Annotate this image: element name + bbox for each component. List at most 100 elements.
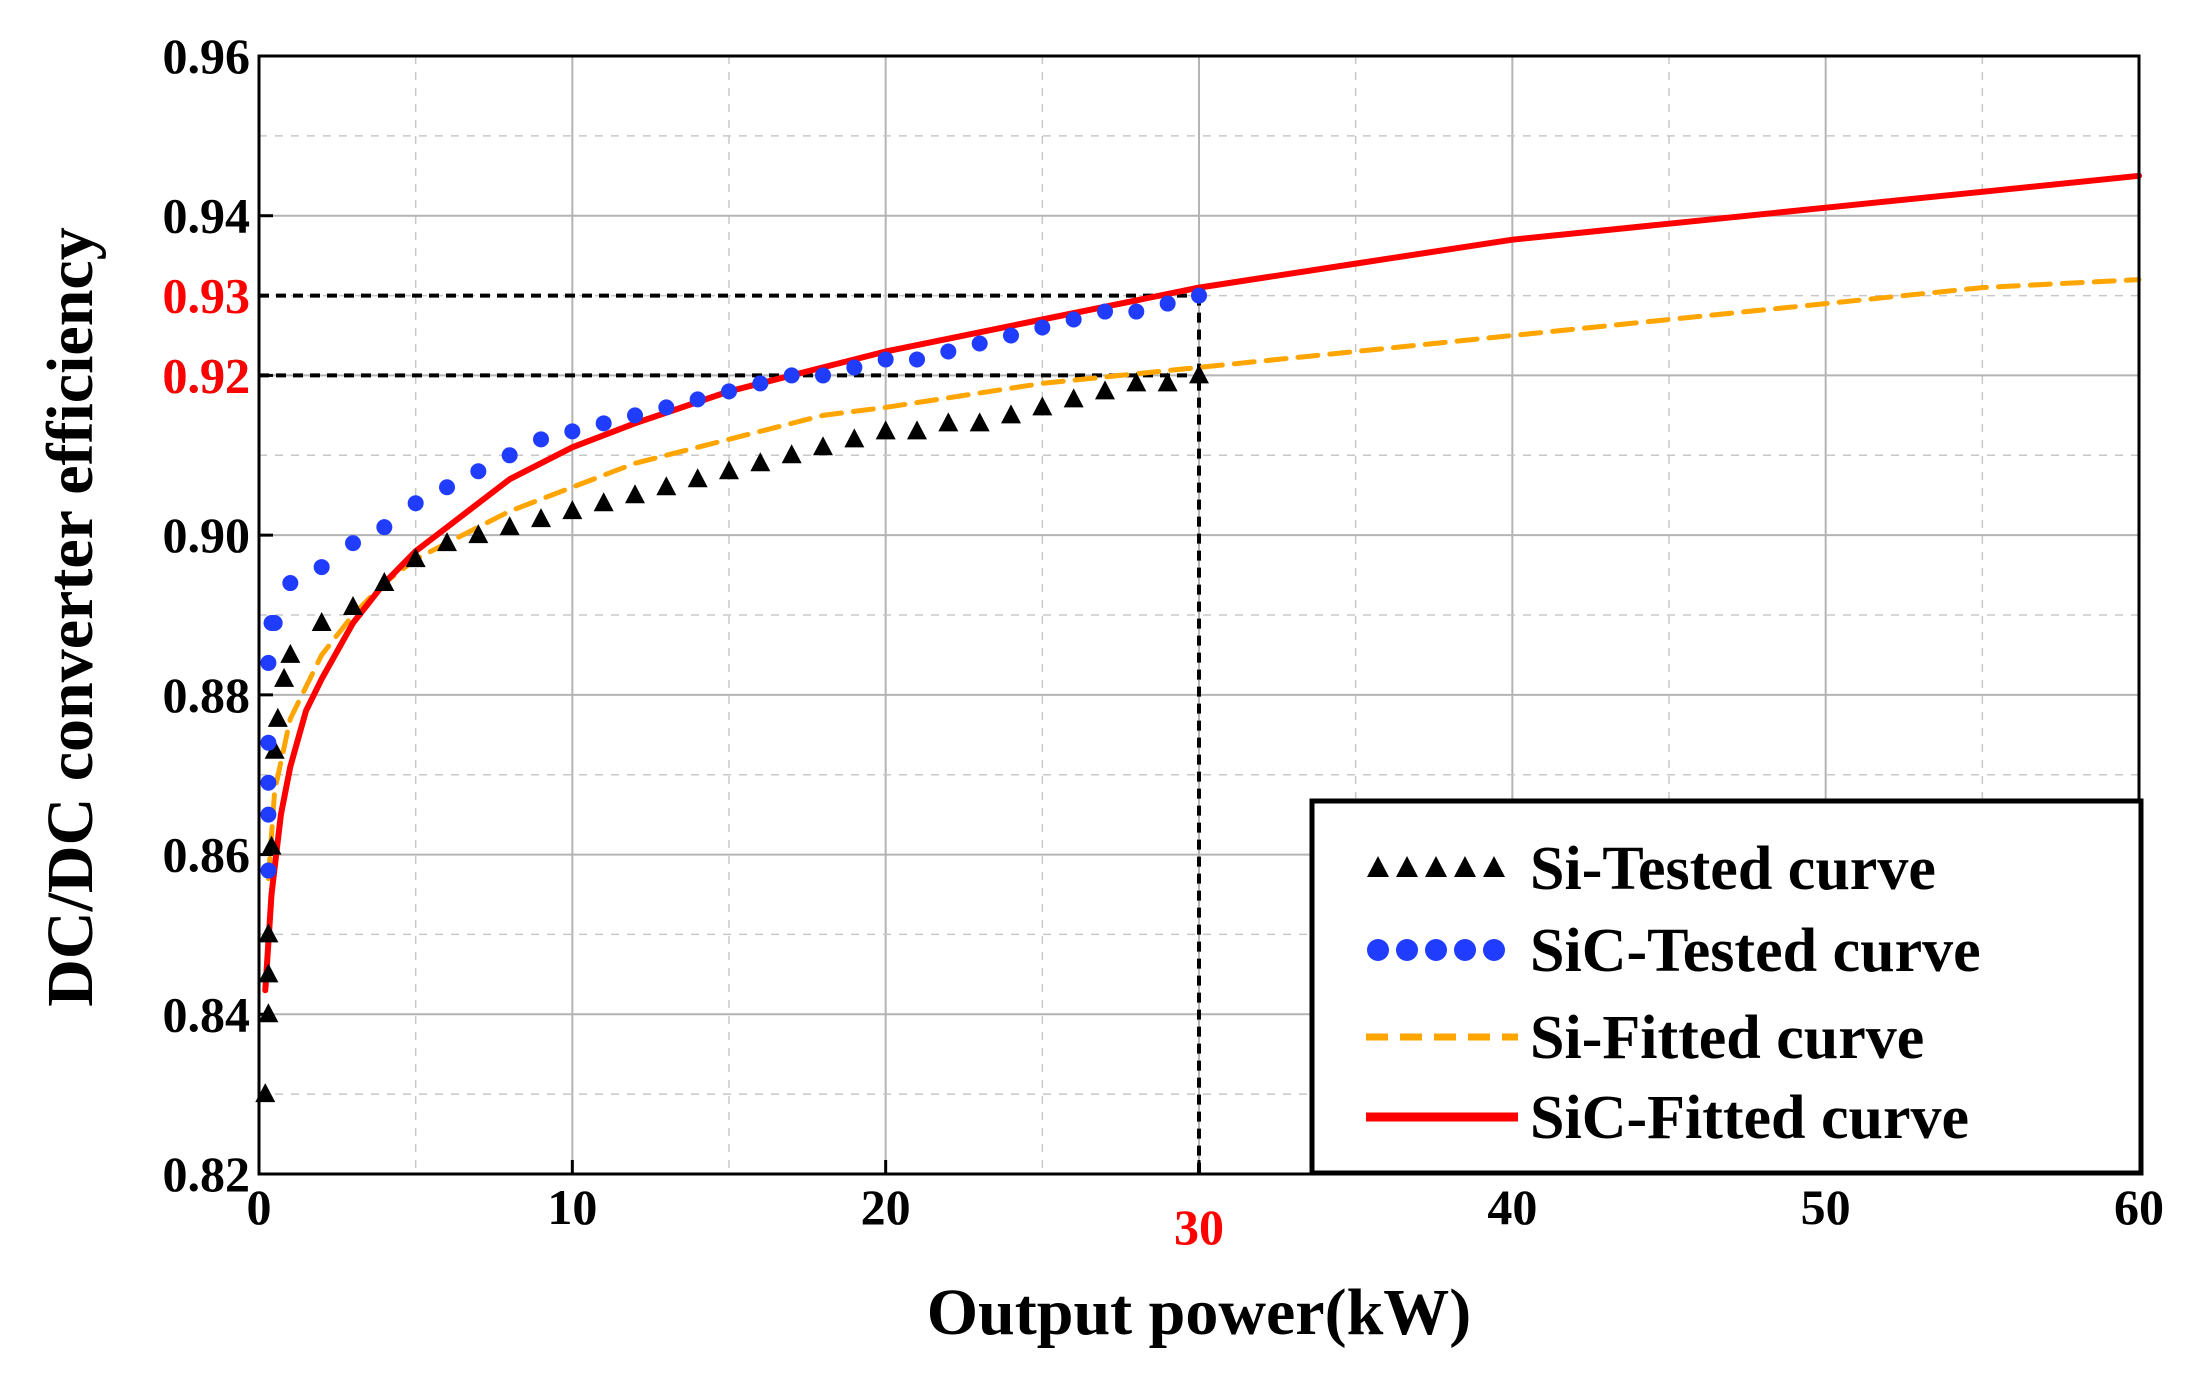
data-point-sic-tested-curve: [627, 407, 643, 424]
data-point-sic-tested-curve: [439, 479, 455, 496]
legend-marker: [1483, 856, 1505, 877]
data-point-si-tested-curve: [267, 707, 288, 727]
data-point-si-tested-curve: [499, 516, 520, 536]
data-point-sic-tested-curve: [1128, 303, 1145, 320]
data-point-si-tested-curve: [1157, 372, 1178, 392]
legend-marker: [1425, 939, 1447, 961]
data-point-si-tested-curve: [258, 923, 279, 943]
data-point-sic-tested-curve: [1003, 327, 1019, 344]
legend-marker: [1367, 856, 1389, 877]
legend-label: SiC-Tested curve: [1530, 917, 1981, 985]
data-point-sic-tested-curve: [533, 431, 549, 448]
series-line-sic-fitted-curve: [262, 172, 2142, 994]
y-tick-label: 0.88: [163, 667, 251, 723]
data-point-si-tested-curve: [1189, 364, 1209, 384]
data-point-sic-tested-curve: [1034, 319, 1051, 336]
legend-marker: [1367, 939, 1389, 961]
data-point-si-tested-curve: [687, 468, 708, 488]
data-point-si-tested-curve: [844, 428, 865, 448]
y-tick-label: 0.86: [163, 827, 251, 883]
x-tick-label: 60: [2114, 1179, 2164, 1235]
legend-marker: [1396, 856, 1418, 877]
data-point-si-tested-curve: [280, 643, 301, 663]
data-point-si-tested-curve: [274, 667, 295, 687]
data-point-si-tested-curve: [781, 444, 802, 464]
data-point-si-tested-curve: [258, 963, 279, 983]
data-point-sic-tested-curve: [313, 559, 330, 576]
data-point-sic-tested-curve: [266, 614, 283, 631]
data-point-sic-tested-curve: [282, 575, 299, 592]
legend-marker: [1454, 939, 1476, 961]
data-point-sic-tested-curve: [909, 351, 925, 368]
legend-box: [1309, 798, 2144, 1176]
y-tick-label: 0.90: [163, 507, 251, 563]
data-point-si-tested-curve: [1095, 380, 1115, 400]
data-point-si-tested-curve: [562, 500, 583, 520]
legend-label: Si-Tested curve: [1530, 835, 1936, 903]
x-tick-label: 0: [247, 1179, 272, 1235]
data-point-si-tested-curve: [468, 524, 489, 544]
data-point-sic-tested-curve: [595, 415, 612, 432]
data-point-sic-tested-curve: [407, 495, 424, 512]
y-tick-label: 0.84: [163, 986, 251, 1042]
data-point-si-tested-curve: [343, 596, 363, 616]
data-point-sic-tested-curve: [783, 367, 800, 384]
data-point-sic-tested-curve: [846, 359, 863, 376]
data-point-si-tested-curve: [261, 835, 282, 855]
data-point-sic-tested-curve: [260, 654, 277, 671]
y-tick-label-highlight: 0.93: [163, 268, 251, 324]
legend-marker: [1396, 939, 1418, 961]
legend-item-si-tested-curve: Si-Tested curve: [1367, 835, 1936, 903]
data-point-si-tested-curve: [1063, 388, 1084, 408]
data-point-si-tested-curve: [531, 508, 551, 528]
data-point-sic-tested-curve: [877, 351, 894, 368]
data-point-sic-tested-curve: [260, 806, 277, 823]
x-tick-label-highlight: 30: [1174, 1199, 1224, 1255]
x-tick-label: 20: [861, 1179, 911, 1235]
legend-label: Si-Fitted curve: [1530, 1004, 1924, 1072]
data-point-sic-tested-curve: [260, 862, 277, 879]
data-point-sic-tested-curve: [1065, 311, 1082, 328]
data-point-sic-tested-curve: [260, 734, 277, 751]
data-point-si-tested-curve: [750, 452, 771, 472]
data-point-sic-tested-curve: [721, 383, 737, 400]
data-point-sic-tested-curve: [1191, 287, 1207, 304]
data-point-sic-tested-curve: [752, 375, 769, 392]
series-line-si-fitted-curve: [265, 277, 2142, 881]
x-tick-label: 10: [547, 1179, 597, 1235]
data-point-si-tested-curve: [264, 739, 285, 759]
data-point-sic-tested-curve: [689, 391, 706, 408]
legend-marker: [1425, 856, 1447, 877]
x-axis-title: Output power(kW): [927, 1276, 1472, 1349]
data-point-sic-tested-curve: [501, 447, 518, 464]
legend-marker: [1483, 939, 1505, 961]
data-point-sic-tested-curve: [815, 367, 831, 384]
data-point-si-tested-curve: [969, 412, 990, 432]
data-point-sic-tested-curve: [940, 343, 957, 360]
data-point-sic-tested-curve: [376, 519, 393, 536]
data-point-si-tested-curve: [907, 420, 927, 440]
data-point-si-tested-curve: [405, 548, 426, 568]
legend: Si-Tested curve SiC-Tested curve Si-Fitted…: [1309, 798, 2144, 1176]
data-point-si-tested-curve: [938, 412, 959, 432]
y-tick-label: 0.94: [163, 188, 251, 244]
y-tick-label: 0.82: [163, 1146, 251, 1202]
data-point-sic-tested-curve: [260, 774, 277, 791]
data-point-si-tested-curve: [593, 492, 614, 512]
legend-item-sic-tested-curve: SiC-Tested curve: [1367, 917, 1981, 985]
y-tick-label: 0.96: [163, 28, 251, 84]
data-point-sic-tested-curve: [971, 335, 988, 352]
x-tick-label: 50: [1801, 1179, 1851, 1235]
legend-label: SiC-Fitted curve: [1530, 1084, 1969, 1152]
data-point-sic-tested-curve: [1159, 295, 1176, 312]
legend-item-sic-fitted-curve: SiC-Fitted curve: [1366, 1084, 1969, 1152]
data-point-si-tested-curve: [311, 611, 332, 631]
highlight-guide-lines: [259, 293, 1201, 1174]
data-point-sic-tested-curve: [658, 399, 675, 416]
y-axis-title: DC/DC converter efficiency: [34, 227, 107, 1006]
data-point-si-tested-curve: [719, 460, 739, 480]
data-point-sic-tested-curve: [470, 463, 487, 480]
data-point-si-tested-curve: [625, 484, 645, 504]
data-point-sic-tested-curve: [345, 535, 361, 552]
